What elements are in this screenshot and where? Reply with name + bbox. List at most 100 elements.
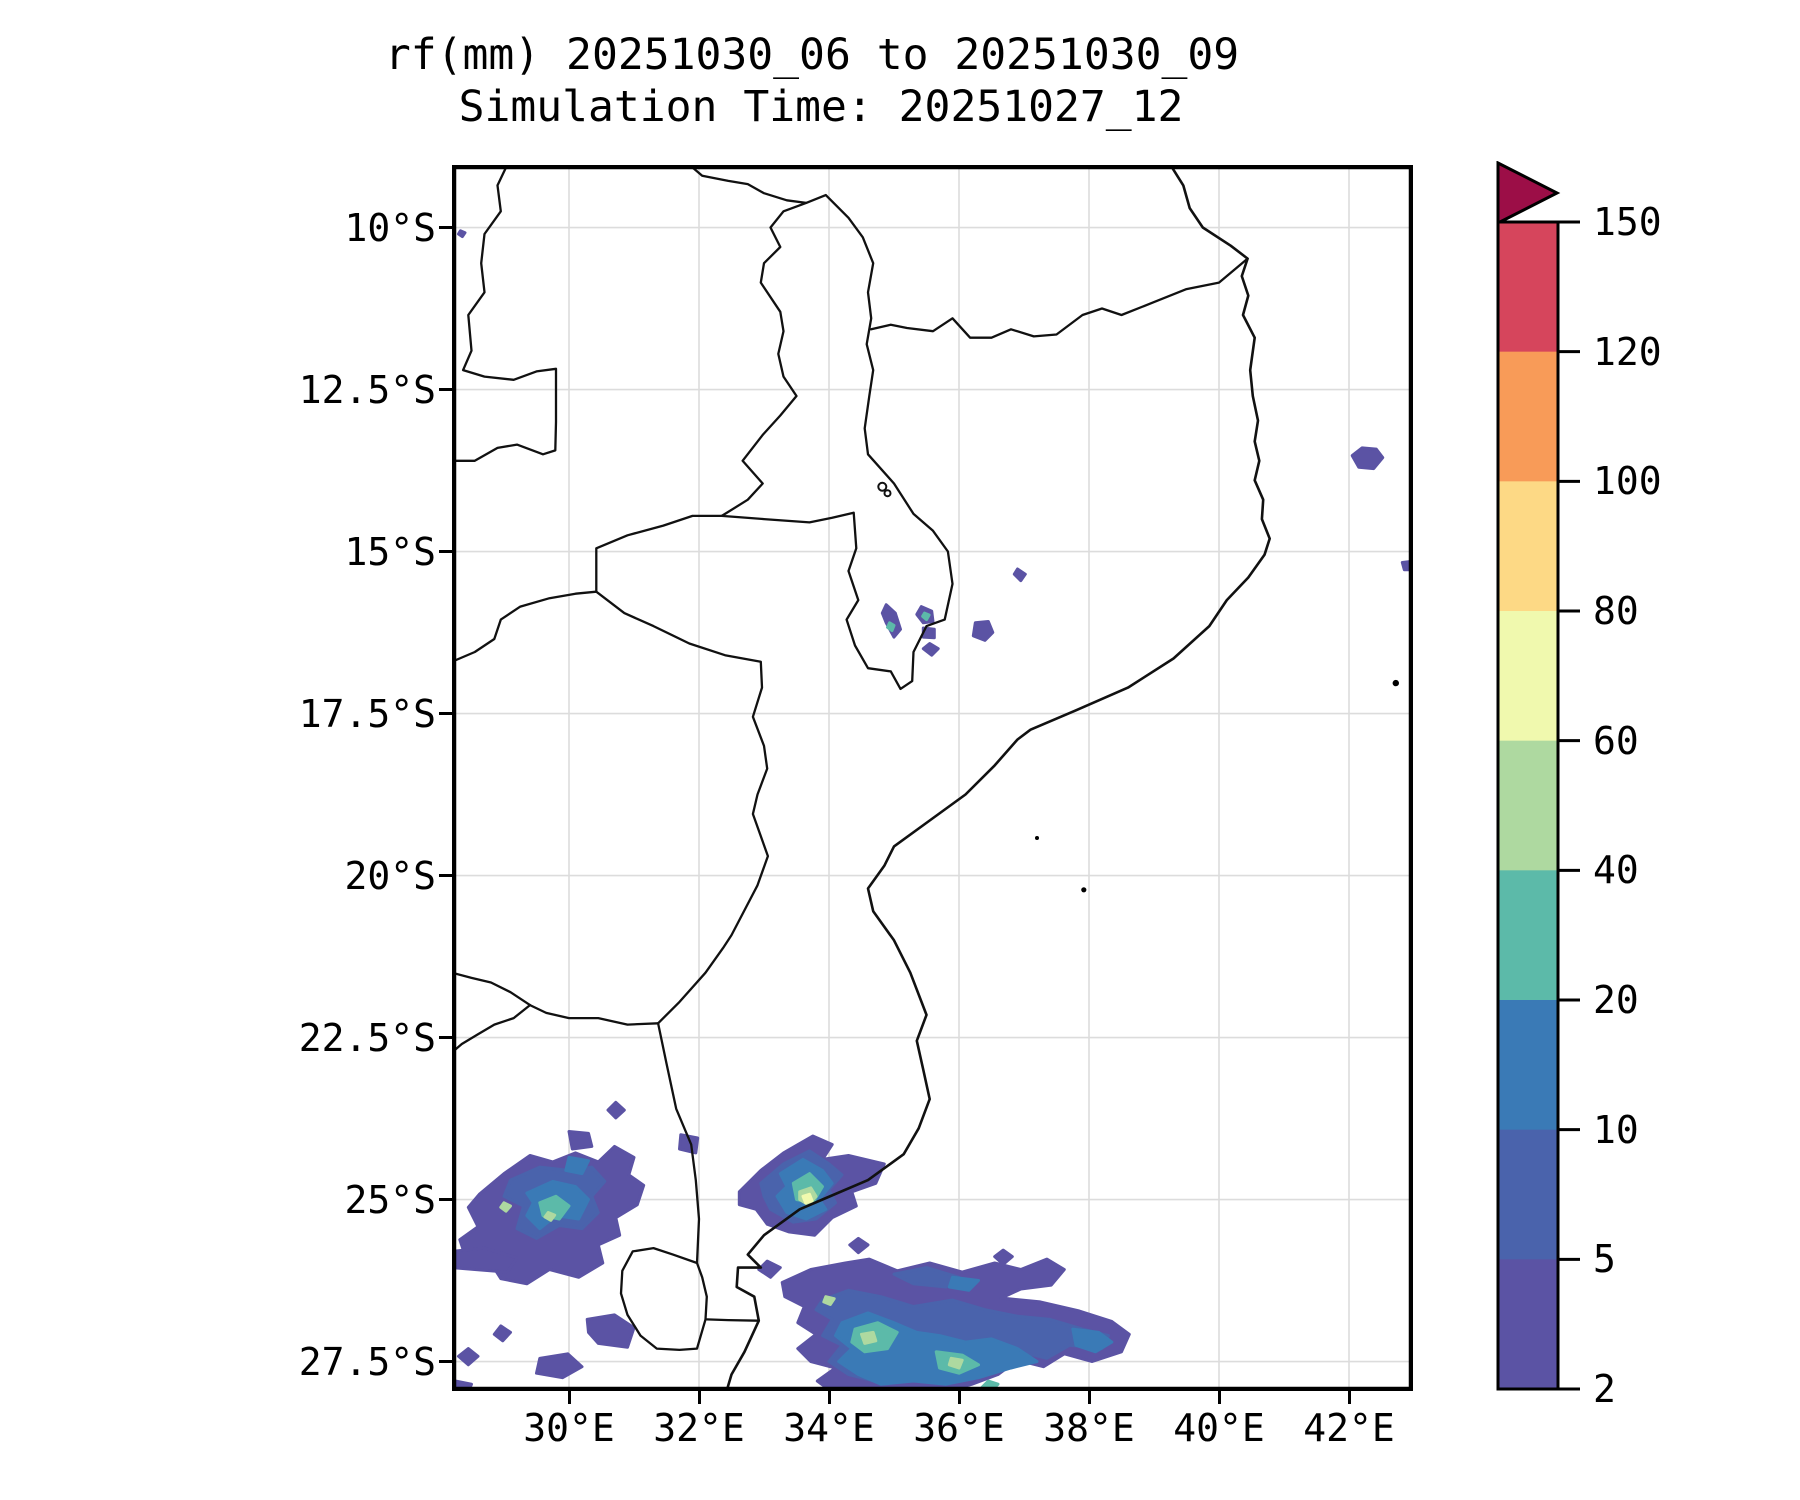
y-tick-label: 25°S <box>344 1177 436 1222</box>
rain-cell <box>457 229 467 239</box>
x-tick <box>957 1391 961 1404</box>
x-tick <box>1347 1391 1351 1404</box>
rain-cell <box>993 1248 1014 1266</box>
rain-cell <box>1071 1327 1114 1354</box>
colorbar-tick-label: 20 <box>1593 978 1639 1022</box>
y-tick-label: 22.5°S <box>298 1015 436 1060</box>
y-tick-label: 20°S <box>344 853 436 898</box>
colorbar-segment <box>1498 481 1558 612</box>
y-tick <box>439 1360 452 1364</box>
rain-cell <box>921 642 940 657</box>
rain-cell <box>822 1295 836 1306</box>
rain-cell <box>535 1352 584 1380</box>
country-border <box>688 165 808 205</box>
y-tick <box>439 712 452 716</box>
country-border <box>656 1022 701 1265</box>
rain-cell <box>1350 446 1385 471</box>
x-tick-label: 38°E <box>1043 1406 1135 1450</box>
x-tick <box>697 1391 701 1404</box>
y-tick <box>439 874 452 878</box>
x-tick-label: 42°E <box>1303 1406 1395 1450</box>
rain-cell <box>457 1347 480 1367</box>
colorbar-segment <box>1498 351 1558 482</box>
rain-cell <box>947 1275 980 1292</box>
country-border <box>619 1246 708 1352</box>
y-tick <box>439 550 452 554</box>
x-tick <box>1087 1391 1091 1404</box>
rain-cell <box>886 621 896 633</box>
rain-cell <box>492 1324 512 1343</box>
island-dot <box>1392 679 1399 687</box>
colorbar-frame <box>1496 220 1560 1391</box>
x-tick <box>827 1391 831 1404</box>
x-tick <box>567 1391 571 1404</box>
x-tick-label: 32°E <box>653 1406 745 1450</box>
colorbar-tick-label: 5 <box>1593 1237 1616 1282</box>
rain-cell <box>860 1330 878 1345</box>
rain-cell <box>499 1201 512 1213</box>
colorbar <box>1496 161 1580 1391</box>
colorbar-tick-label: 100 <box>1593 459 1662 504</box>
x-tick-label: 40°E <box>1173 1406 1265 1450</box>
country-border <box>528 1003 660 1026</box>
rain-cell <box>585 1313 636 1349</box>
rain-cell <box>567 1130 594 1151</box>
colorbar-segment <box>1498 1000 1558 1131</box>
rain-cell <box>947 1356 964 1370</box>
coastline <box>725 165 1271 1391</box>
colorbar-tick-label: 10 <box>1593 1107 1639 1152</box>
island-dot <box>1081 887 1087 893</box>
x-tick-label: 30°E <box>523 1406 615 1450</box>
rain-cell <box>880 603 902 639</box>
y-tick <box>439 388 452 392</box>
x-tick-label: 36°E <box>913 1406 1005 1450</box>
colorbar-segment <box>1498 611 1558 742</box>
lake-outline <box>877 481 888 492</box>
rain-cell <box>921 611 931 622</box>
chart-subtitle: Simulation Time: 20251027_12 <box>458 82 1184 132</box>
chart-title: rf(mm) 20251030_06 to 20251030_09 <box>384 30 1240 80</box>
rain-cell <box>1012 567 1027 583</box>
colorbar-segment <box>1498 870 1558 1001</box>
country-border <box>705 1318 760 1322</box>
country-border <box>452 1003 532 1054</box>
colorbar-tick-label: 80 <box>1593 589 1639 633</box>
map-canvas <box>452 165 1413 1391</box>
country-border <box>720 193 954 691</box>
rain-cell <box>971 620 995 642</box>
y-tick-label: 15°S <box>344 529 436 574</box>
country-border <box>452 165 558 462</box>
colorbar-segment <box>1498 1259 1558 1390</box>
rain-cell <box>564 1155 590 1176</box>
plot-frame <box>452 165 1413 1391</box>
colorbar-tick-label: 120 <box>1593 329 1662 374</box>
rain-cell <box>848 1236 870 1255</box>
rain-cell <box>678 1133 700 1155</box>
colorbar-segment <box>1498 222 1558 353</box>
y-tick-label: 10°S <box>344 205 436 250</box>
colorbar-arrow <box>1496 161 1561 226</box>
y-tick <box>439 1036 452 1040</box>
lake-outline <box>883 489 892 498</box>
colorbar-segment <box>1498 1129 1558 1260</box>
island-dot <box>1035 835 1039 840</box>
rain-cell <box>801 1192 814 1205</box>
y-tick-label: 17.5°S <box>298 691 436 736</box>
colorbar-tick-label: 60 <box>1593 718 1639 763</box>
y-tick <box>439 226 452 230</box>
country-border <box>452 971 532 1007</box>
colorbar-tick-label: 40 <box>1593 848 1639 893</box>
country-border <box>595 590 770 1025</box>
rain-cell <box>606 1100 626 1120</box>
y-tick-label: 27.5°S <box>298 1339 436 1384</box>
country-border <box>452 514 723 663</box>
x-tick <box>1217 1391 1221 1404</box>
rain-cell <box>543 1211 557 1222</box>
colorbar-tick-label: 2 <box>1593 1367 1616 1411</box>
y-tick <box>439 1198 452 1202</box>
y-tick-label: 12.5°S <box>298 367 436 412</box>
rain-cell <box>452 1246 519 1274</box>
colorbar-segment <box>1498 740 1558 871</box>
x-tick-label: 34°E <box>783 1406 875 1450</box>
